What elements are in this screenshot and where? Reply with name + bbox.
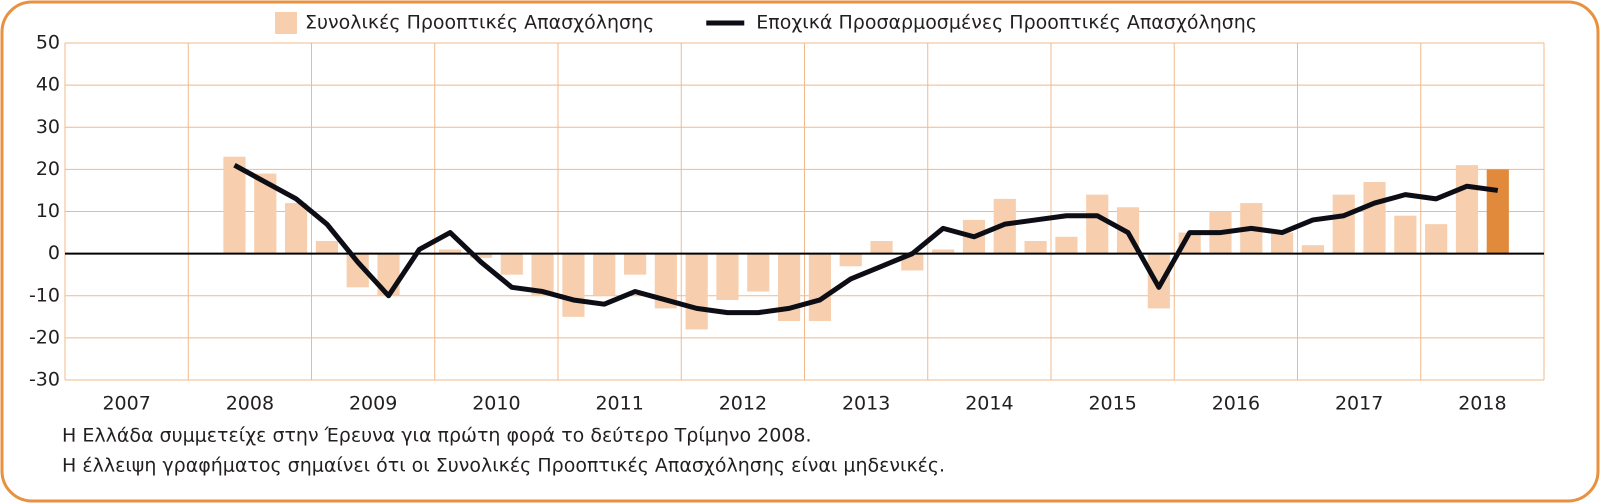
- bar: [808, 253, 831, 322]
- y-tick-label: -20: [29, 326, 60, 348]
- bar: [747, 253, 770, 292]
- x-tick-label: 2011: [595, 393, 643, 415]
- bar: [254, 173, 277, 254]
- bar: [1486, 169, 1509, 254]
- bar: [315, 240, 338, 254]
- bar: [285, 203, 308, 254]
- bar: [1425, 224, 1448, 254]
- bar: [593, 253, 616, 296]
- x-tick-label: 2010: [472, 393, 520, 415]
- line-series: [233, 162, 1499, 316]
- y-tick-label: 20: [36, 158, 60, 180]
- bar: [870, 240, 893, 254]
- x-tick-label: 2008: [226, 393, 274, 415]
- bar: [439, 249, 462, 254]
- x-tick-label: 2014: [965, 393, 1013, 415]
- bar: [1055, 236, 1078, 254]
- x-tick-label: 2018: [1458, 393, 1506, 415]
- y-tick-label: 30: [36, 116, 60, 138]
- bar: [223, 156, 246, 254]
- y-tick-label: 0: [48, 242, 60, 264]
- bar: [716, 253, 739, 300]
- x-tick-label: 2012: [719, 393, 767, 415]
- bar: [500, 253, 523, 275]
- legend-swatch: [275, 12, 297, 34]
- bar: [839, 253, 862, 267]
- bar: [654, 253, 677, 309]
- y-tick-label: -10: [29, 284, 60, 306]
- y-tick-label: 50: [36, 32, 60, 54]
- bar: [562, 253, 585, 317]
- bar: [1332, 194, 1355, 254]
- x-tick-label: 2013: [842, 393, 890, 415]
- bar: [531, 253, 554, 296]
- bar: [1147, 253, 1170, 309]
- y-tick-label: 10: [36, 200, 60, 222]
- x-tick-label: 2009: [349, 393, 397, 415]
- bar: [1363, 182, 1386, 254]
- x-tick-label: 2017: [1335, 393, 1383, 415]
- bar: [1301, 245, 1324, 254]
- bar: [1024, 240, 1047, 254]
- note: Η έλλειψη γραφήματος σημαίνει ότι οι Συν…: [62, 455, 945, 477]
- note: Η Ελλάδα συμμετείχε στην Έρευνα για πρώτ…: [62, 425, 812, 447]
- bar: [1086, 194, 1109, 254]
- bar: [346, 253, 369, 288]
- bar: [1394, 215, 1417, 254]
- legend-label: Συνολικές Προοπτικές Απασχόλησης: [305, 12, 654, 34]
- bar: [932, 249, 955, 254]
- bar: [685, 253, 708, 330]
- bar: [1455, 165, 1479, 254]
- x-tick-label: 2007: [102, 393, 150, 415]
- bar: [1271, 232, 1294, 254]
- bar: [778, 253, 801, 322]
- y-tick-label: -30: [29, 369, 60, 391]
- x-tick-label: 2015: [1088, 393, 1136, 415]
- legend-label: Εποχικά Προσαρμοσμένες Προοπτικές Απασχό…: [756, 12, 1257, 34]
- y-tick-label: 40: [36, 74, 60, 96]
- x-tick-label: 2016: [1212, 393, 1260, 415]
- bar: [623, 253, 647, 275]
- bar: [469, 253, 493, 258]
